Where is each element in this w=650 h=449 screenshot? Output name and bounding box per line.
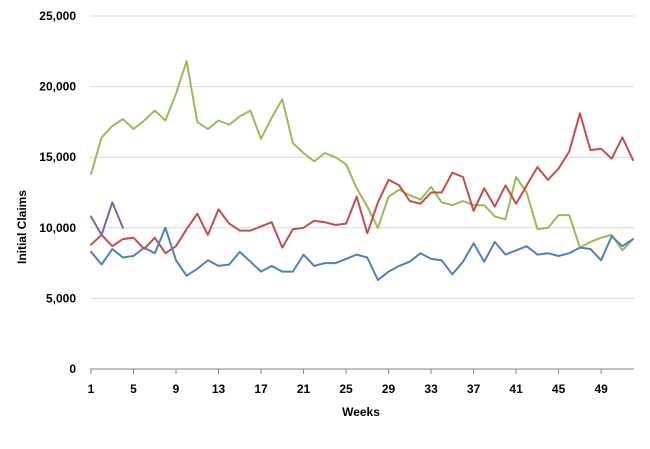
x-tick-label: 33 [424,382,438,396]
y-tick-label: 0 [69,362,76,376]
series-line-1 [90,60,634,252]
axes [90,368,634,374]
series-lines [90,60,634,281]
x-tick-label: 25 [339,382,353,396]
x-tick-label: 5 [130,382,137,396]
y-tick-label: 20,000 [39,80,76,94]
y-axis-title: Initial Claims [15,190,29,264]
y-tick-label: 5,000 [46,291,76,305]
y-tick-label: 25,000 [39,9,76,23]
x-tick-label: 1 [88,382,95,396]
x-tick-label: 45 [552,382,566,396]
y-tick-label: 10,000 [39,221,76,235]
y-tick-label: 15,000 [39,150,76,164]
x-tick-label: 29 [382,382,396,396]
x-tick-label: 9 [173,382,180,396]
x-axis-title: Weeks [342,405,380,419]
series-line-2 [90,112,634,255]
x-tick-label: 49 [594,382,608,396]
x-tick-label: 17 [254,382,268,396]
x-tick-label: 37 [467,382,481,396]
tick-labels: 0 5,000 10,000 15,000 20,000 25,000 1 5 9 13 17 21 2… [39,9,608,396]
series-line-3 [90,226,634,281]
x-tick-label: 21 [297,382,311,396]
x-tick-label: 13 [212,382,226,396]
x-tick-label: 41 [509,382,523,396]
series-line-4 [90,201,124,236]
